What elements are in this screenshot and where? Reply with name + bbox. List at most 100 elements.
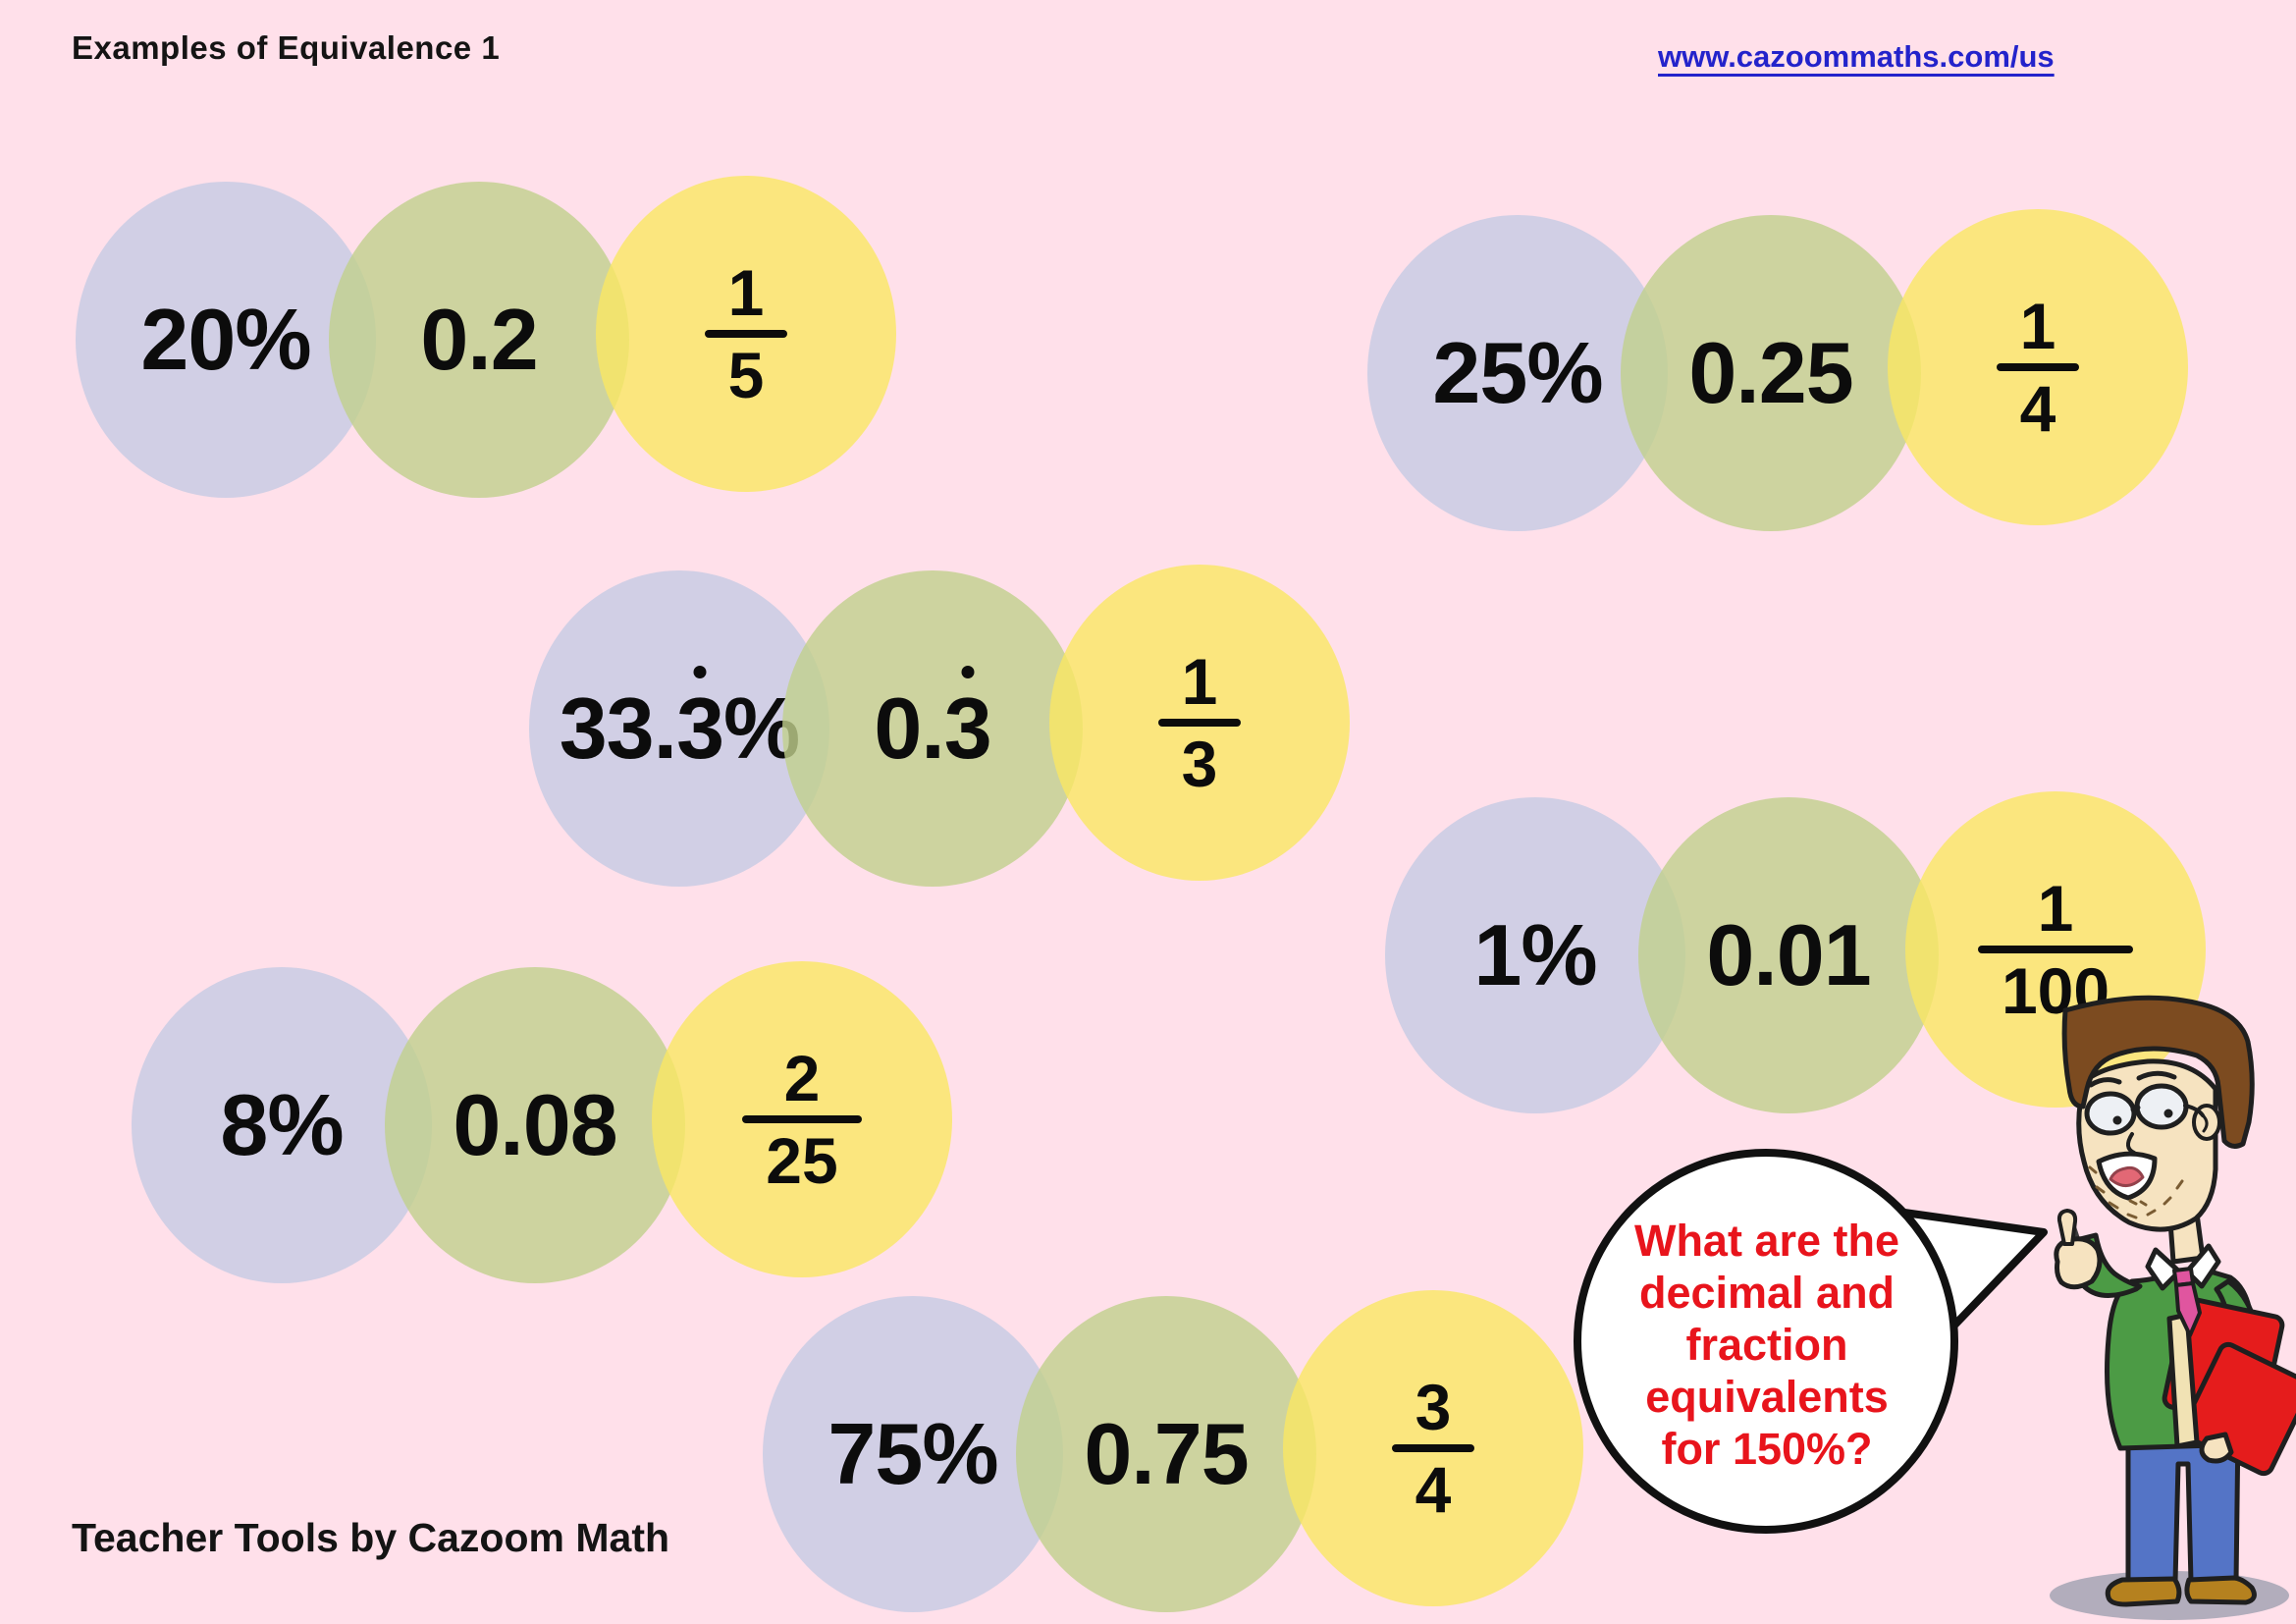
decimal-value: 0.3 (874, 679, 992, 777)
teacher-collar-right (2184, 1243, 2221, 1289)
decimal-text: 0.75 (1084, 1405, 1249, 1502)
equivalence-group-one-third: 33.3% 0.3 1 3 (529, 565, 1350, 894)
fraction-circle: 1 5 (596, 176, 896, 492)
fraction-numerator: 1 (727, 256, 765, 329)
fraction-denominator: 4 (2019, 372, 2056, 445)
percent-text: 33. (559, 679, 677, 777)
fraction-circle: 2 25 (652, 961, 952, 1277)
speech-bubble-line: What are the (1633, 1216, 1900, 1266)
percent-text: 20 (140, 291, 236, 388)
decimal-circle: 0.75 (1016, 1296, 1316, 1612)
percent-text: 25 (1432, 324, 1527, 421)
decimal-text: 0.2 (420, 291, 538, 388)
decimal-text: 0.25 (1688, 324, 1853, 421)
speech-bubble-body (1574, 1149, 1958, 1534)
equivalence-group-three-quarters: 75% 0.75 3 4 (763, 1290, 1583, 1620)
percent-value: 25% (1432, 330, 1603, 416)
glasses-temple (2183, 1104, 2205, 1117)
teacher-shoe-right (2184, 1575, 2257, 1605)
percent-value: 1% (1473, 912, 1597, 999)
fraction-circle: 3 4 (1283, 1290, 1583, 1606)
fraction-value: 1 4 (1996, 290, 2080, 445)
teacher-hair (2061, 995, 2255, 1149)
percent-sign: % (235, 291, 311, 388)
speech-bubble-line: for 150%? (1661, 1424, 1873, 1474)
fraction-numerator: 3 (1415, 1371, 1452, 1443)
right-pupil (2163, 1109, 2173, 1118)
decimal-text: 0.01 (1706, 906, 1871, 1003)
teacher-shoe-left (2105, 1576, 2182, 1607)
fraction-numerator: 1 (2019, 290, 2056, 362)
decimal-circle: 0.01 (1638, 797, 1939, 1113)
percent-value: 8% (220, 1082, 344, 1168)
fraction-bar (1391, 1444, 1475, 1452)
teacher-left-hand (2199, 1432, 2234, 1464)
decimal-value: 0.01 (1706, 912, 1871, 999)
percent-sign: % (922, 1405, 998, 1502)
fraction-denominator: 3 (1181, 728, 1218, 800)
website-link[interactable]: www.cazoommaths.com/us (1658, 39, 2055, 74)
teacher-index-finger (2056, 1209, 2078, 1246)
decimal-circle: 0.25 (1621, 215, 1921, 531)
percent-sign: % (1526, 324, 1603, 421)
percent-circle: 25% (1367, 215, 1668, 531)
percent-sign: % (1521, 906, 1597, 1003)
percent-text: 75 (828, 1405, 923, 1502)
glasses-bridge (2130, 1105, 2141, 1112)
fraction-value: 3 4 (1391, 1371, 1475, 1526)
page-title: Examples of Equivalence 1 (72, 29, 501, 66)
equivalence-group-one-fifth: 20% 0.2 1 5 (76, 176, 896, 506)
recurring-digit: 3 (676, 679, 724, 777)
decimal-circle: 0.3 (782, 570, 1083, 887)
speech-bubble-line: decimal and (1638, 1268, 1896, 1318)
decimal-value: 0.08 (453, 1082, 617, 1168)
percent-circle: 20% (76, 182, 376, 498)
fraction-denominator: 4 (1415, 1453, 1452, 1526)
equivalence-group-one-quarter: 25% 0.25 1 4 (1367, 209, 2188, 539)
percent-text: 1 (1473, 906, 1522, 1003)
decimal-text: 0. (874, 679, 944, 777)
equivalence-group-two-twenty-fifths: 8% 0.08 2 25 (132, 961, 952, 1291)
fraction-bar (742, 1115, 862, 1123)
footer-credit: Teacher Tools by Cazoom Math (72, 1515, 670, 1560)
decimal-value: 0.75 (1084, 1411, 1249, 1497)
decimal-value: 0.25 (1688, 330, 1853, 416)
percent-value: 75% (828, 1411, 998, 1497)
percent-value: 20% (140, 297, 311, 383)
teacher-tie-tail (2174, 1281, 2202, 1337)
percent-text: 8 (220, 1076, 268, 1173)
speech-bubble-text: What are the decimal and fraction equivalen… (1582, 1215, 1951, 1475)
teacher-stubble (2088, 1165, 2184, 1219)
decimal-circle: 0.08 (385, 967, 685, 1283)
left-pupil (2112, 1115, 2122, 1125)
glasses-right-lens (2134, 1083, 2189, 1130)
percent-sign: % (267, 1076, 344, 1173)
speech-bubble-line: equivalents (1645, 1372, 1889, 1422)
fraction-bar (1157, 719, 1242, 727)
decimal-circle: 0.2 (329, 182, 629, 498)
recurring-digit: 3 (943, 679, 992, 777)
percent-value: 33.3% (560, 679, 801, 777)
fraction-numerator: 1 (2037, 872, 2074, 945)
glasses-left-lens (2084, 1091, 2137, 1136)
teacher-fist (2054, 1236, 2103, 1290)
fraction-bar (704, 330, 788, 338)
fraction-value: 1 5 (704, 256, 788, 407)
fraction-value: 1 3 (1157, 645, 1242, 800)
fraction-circle: 1 4 (1888, 209, 2188, 525)
fraction-numerator: 2 (783, 1042, 821, 1114)
decimal-value: 0.2 (420, 297, 538, 383)
teacher-eyebrows (2088, 1070, 2177, 1088)
percent-circle: 75% (763, 1296, 1063, 1612)
teacher-cartoon (2050, 995, 2296, 1620)
fraction-denominator: 25 (766, 1124, 838, 1197)
teacher-collar-left (2145, 1247, 2182, 1291)
fraction-numerator: 1 (1181, 645, 1218, 718)
fraction-value: 2 25 (742, 1042, 862, 1197)
percent-circle: 8% (132, 967, 432, 1283)
fraction-circle: 1 3 (1049, 565, 1350, 881)
fraction-bar (1996, 363, 2080, 371)
decimal-text: 0.08 (453, 1076, 617, 1173)
speech-bubble-line: fraction (1685, 1320, 1848, 1370)
